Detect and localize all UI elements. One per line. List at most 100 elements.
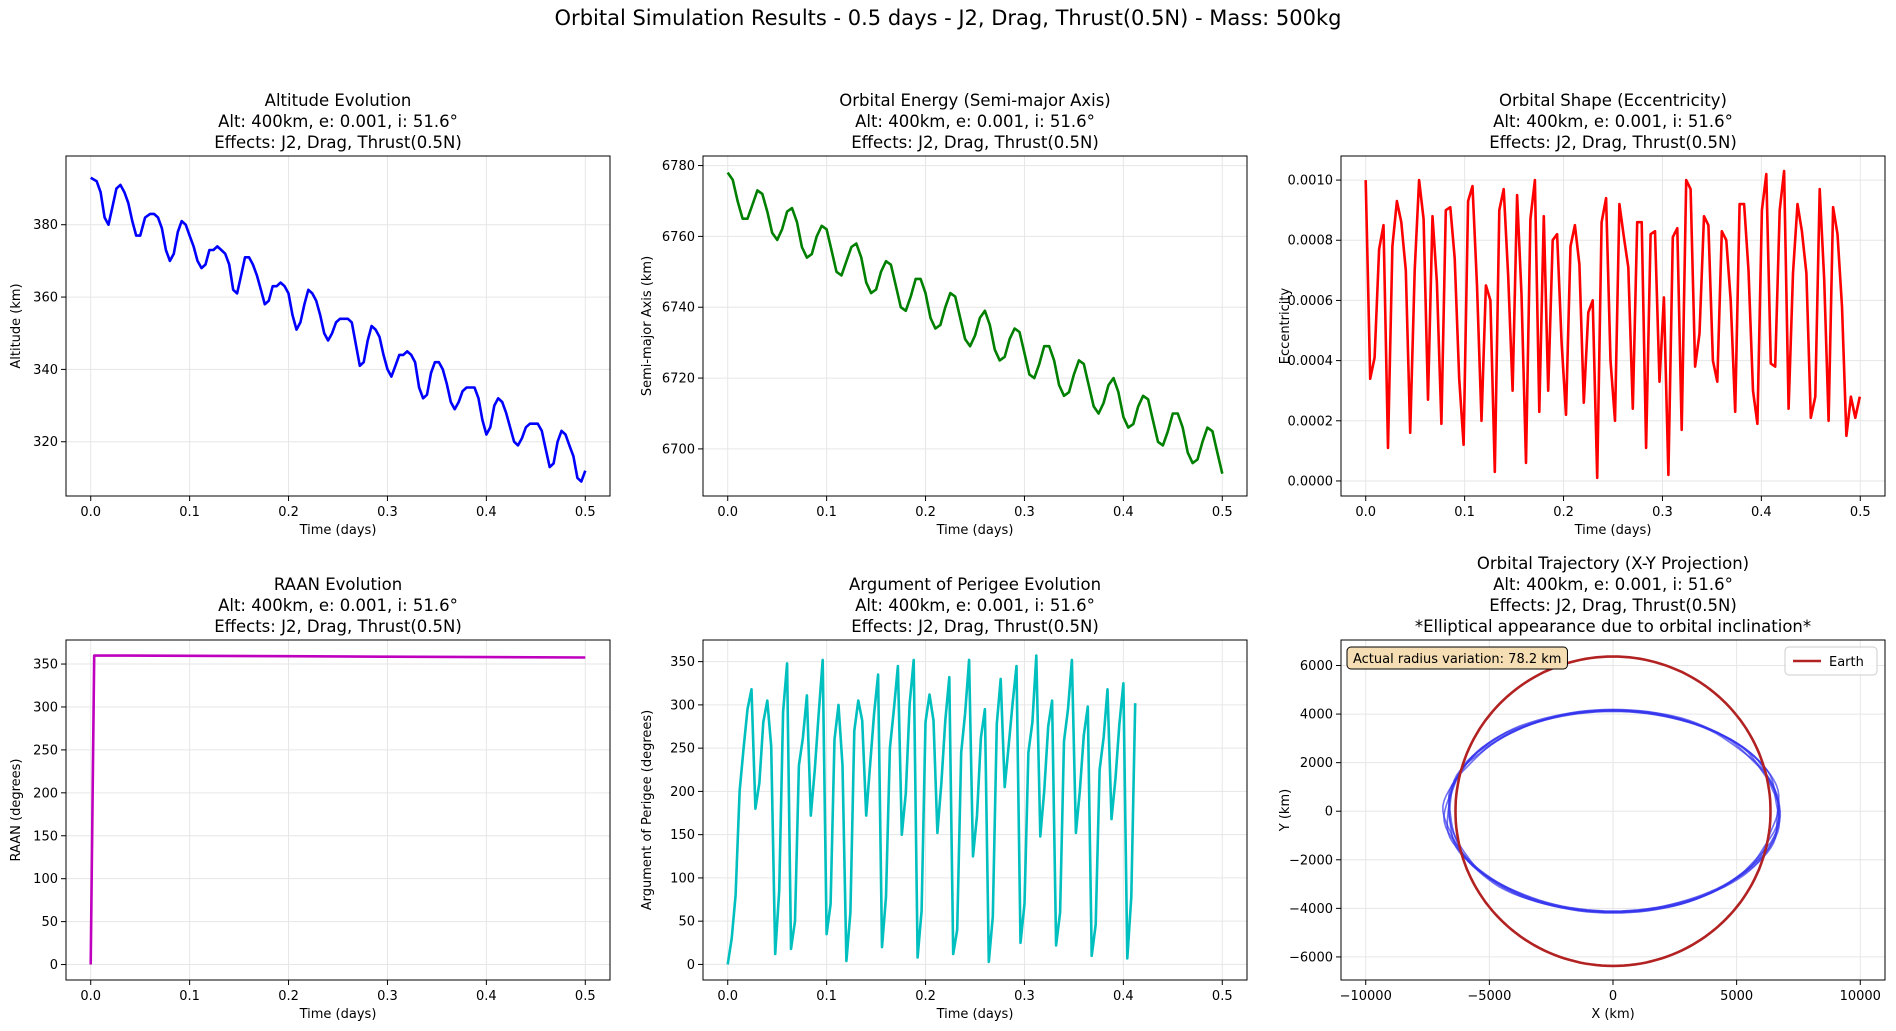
chart-title-line: Effects: J2, Drag, Thrust(0.5N) [851,617,1099,636]
y-tick-label: 6720 [662,372,695,387]
x-tick-label: 0.2 [1553,505,1574,520]
y-tick-label: 4000 [1300,708,1333,723]
y-axis-label: Y (km) [1278,789,1293,832]
chart-title-line: Altitude Evolution [265,91,412,110]
chart-arg-perigee: 0.0 0.1 0.2 0.3 0.4 0.5 0 50 100 150 200 250 300 350 T… [640,575,1248,1022]
y-tick-label: 200 [33,786,58,801]
y-tick-label: 100 [33,872,58,887]
x-tick-label: 0.5 [575,505,596,520]
x-tick-label: −10000 [1340,989,1392,1004]
chart-trajectory: −10000 −5000 0 5000 10000 −6000 −4000 −2000 0 200… [1278,554,1886,1022]
chart-title-line: Effects: J2, Drag, Thrust(0.5N) [1489,133,1737,152]
series-line [726,654,1137,965]
y-tick-label: 0.0008 [1288,234,1334,249]
y-tick-label: 200 [670,785,695,800]
x-tick-label: 0.5 [1212,989,1233,1004]
y-tick-label: 50 [678,915,695,930]
x-tick-label: 0.2 [915,505,936,520]
x-tick-label: 0.2 [278,505,299,520]
x-tick-label: 0.4 [1113,989,1134,1004]
x-tick-label: 0.1 [1454,505,1475,520]
x-axis-label: Time (days) [936,523,1014,538]
chart-title-line: Alt: 400km, e: 0.001, i: 51.6° [1493,112,1733,131]
y-tick-label: 6780 [662,159,695,174]
x-tick-label: 0.5 [575,989,596,1004]
chart-title-line: Alt: 400km, e: 0.001, i: 51.6° [855,112,1095,131]
axes-frame [65,639,611,981]
x-tick-label: 0.0 [80,505,101,520]
y-tick-label: 320 [33,435,58,450]
x-tick-label: 0 [1609,989,1617,1004]
plot-area [90,176,587,483]
x-axis-label: Time (days) [936,1007,1014,1022]
y-tick-label: 0.0010 [1288,174,1334,189]
y-tick-label: 100 [670,871,695,886]
chart-eccentricity: 0.0 0.1 0.2 0.3 0.4 0.5 0.0000 0.0002 0.0004 0.00… [1278,91,1886,538]
x-tick-label: 0.0 [1355,505,1376,520]
annotation-text: Actual radius variation: 78.2 km [1353,652,1561,667]
chart-altitude: 0.0 0.1 0.2 0.3 0.4 0.5 320 340 360 380 Time (days… [9,91,611,538]
y-tick-label: 0.0002 [1288,414,1334,429]
chart-title-line: Alt: 400km, e: 0.001, i: 51.6° [218,112,458,131]
y-tick-label: 360 [33,291,58,306]
y-axis-label: Argument of Perigee (degrees) [640,710,655,910]
chart-title-line: Alt: 400km, e: 0.001, i: 51.6° [855,596,1095,615]
chart-title-line: *Elliptical appearance due to orbital in… [1415,617,1811,636]
y-tick-label: −2000 [1289,853,1333,868]
series-line [89,654,586,965]
y-tick-label: 2000 [1300,756,1333,771]
chart-title-line: Effects: J2, Drag, Thrust(0.5N) [851,133,1099,152]
y-tick-label: 340 [33,363,58,378]
x-tick-label: 0.4 [476,989,497,1004]
axes-frame [702,155,1248,497]
series-line [1364,169,1862,480]
x-tick-label: 0.4 [1751,505,1772,520]
x-tick-label: 0.0 [80,989,101,1004]
chart-raan: 0.0 0.1 0.2 0.3 0.4 0.5 0 50 100 150 200 250 300 350 T… [9,575,611,1022]
x-tick-label: 0.3 [1014,505,1035,520]
y-tick-label: 0.0006 [1288,294,1334,309]
legend: Earth [1784,646,1878,676]
chart-title-line: Alt: 400km, e: 0.001, i: 51.6° [1493,575,1733,594]
y-tick-label: 6700 [662,442,695,457]
figure-suptitle: Orbital Simulation Results - 0.5 days - … [554,6,1342,30]
y-tick-label: 250 [33,743,58,758]
x-tick-label: 0.1 [816,505,837,520]
plot-area [89,654,586,965]
y-tick-label: 6740 [662,301,695,316]
y-axis-label: RAAN (degrees) [9,759,24,862]
y-tick-label: 300 [33,700,58,715]
x-axis-label: Time (days) [1574,523,1652,538]
chart-title-line: Effects: J2, Drag, Thrust(0.5N) [1489,596,1737,615]
y-tick-label: 0 [50,958,58,973]
y-tick-label: −4000 [1289,902,1333,917]
y-tick-label: 150 [33,829,58,844]
chart-semi-major-axis: 0.0 0.1 0.2 0.3 0.4 0.5 6700 6720 6740 6760 6780 Ti… [640,91,1248,538]
y-tick-label: 0 [687,958,695,973]
x-tick-label: 10000 [1840,989,1881,1004]
chart-title-line: Argument of Perigee Evolution [849,575,1101,594]
x-tick-label: 0.5 [1212,505,1233,520]
x-tick-label: 0.3 [1652,505,1673,520]
plot-area [726,654,1137,965]
y-tick-label: 6000 [1300,659,1333,674]
y-tick-label: −6000 [1289,950,1333,965]
y-tick-label: 0.0004 [1288,354,1334,369]
chart-title-line: Effects: J2, Drag, Thrust(0.5N) [214,617,462,636]
y-tick-label: 380 [33,218,58,233]
x-tick-label: 0.3 [1014,989,1035,1004]
axes-frame [1340,155,1886,497]
y-tick-label: 50 [41,915,58,930]
y-tick-label: 250 [670,742,695,757]
x-axis-label: Time (days) [299,523,377,538]
x-tick-label: 0.0 [717,989,738,1004]
plot-area [1364,169,1862,480]
y-axis-label: Altitude (km) [9,283,24,368]
x-tick-label: 0.1 [179,505,200,520]
chart-title-line: Effects: J2, Drag, Thrust(0.5N) [214,133,462,152]
earth-circle [1454,655,1772,968]
x-tick-label: 0.1 [816,989,837,1004]
y-tick-label: 350 [33,658,58,673]
x-tick-label: 0.4 [476,505,497,520]
